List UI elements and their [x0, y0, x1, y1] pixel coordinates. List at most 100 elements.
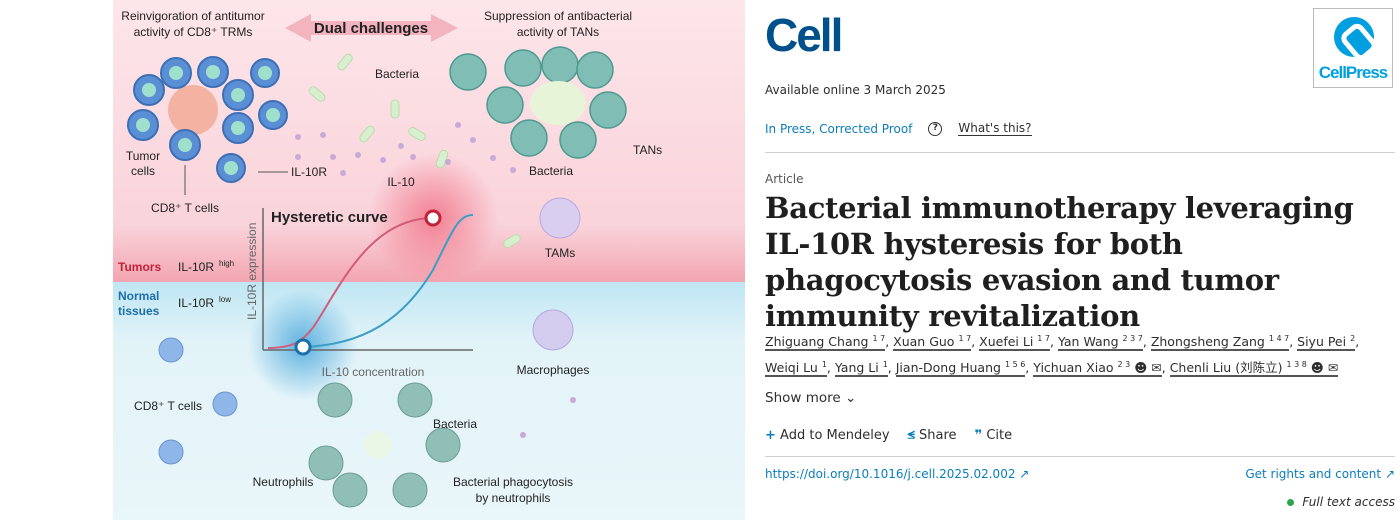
graphical-abstract: Reinvigoration of antitumor activity of …	[113, 0, 745, 520]
author-affiliations: 1 7	[872, 334, 886, 343]
mendeley-label: Add to Mendeley	[780, 428, 890, 443]
label-neutrophils: Neutrophils	[253, 475, 314, 489]
share-label: Share	[919, 428, 957, 443]
share-button[interactable]: ⪬ Share	[908, 428, 957, 443]
author-name: Xuefei Li	[979, 334, 1034, 350]
rights-text: Get rights and content	[1245, 467, 1382, 481]
top-right-title-2: activity of TANs	[517, 25, 599, 39]
author-name: Yichuan Xiao	[1033, 360, 1114, 376]
author-name: Yan Wang	[1057, 334, 1119, 350]
cite-label: Cite	[986, 428, 1013, 443]
divider	[765, 456, 1395, 457]
author-link[interactable]: Siyu Pei 2	[1297, 334, 1356, 352]
author-affiliations: 2	[1350, 334, 1356, 343]
doi-link[interactable]: https://doi.org/10.1016/j.cell.2025.02.0…	[765, 467, 1029, 481]
access-label: Full text access	[1302, 495, 1395, 509]
label-tumor-cells-2: cells	[131, 164, 155, 178]
author-link[interactable]: Weiqi Lu 1	[765, 360, 827, 378]
author-link[interactable]: Zhiguang Chang 1 7	[765, 334, 886, 352]
label-tissues: tissues	[118, 304, 160, 318]
label-macrophages: Macrophages	[517, 363, 590, 377]
author-affiliations: 1 3 8	[1286, 360, 1307, 370]
email-icon: ✉	[1327, 360, 1339, 376]
author-name: Weiqi Lu	[765, 360, 818, 376]
author-link[interactable]: Xuefei Li 1 7	[979, 334, 1051, 352]
author-affiliations: 2 3	[1117, 360, 1131, 370]
status-link[interactable]: In Press, Corrected Proof	[765, 121, 913, 136]
label-bacteria-bottom: Bacteria	[433, 417, 477, 431]
article-title: Bacterial immunotherapy leveraging IL-10…	[765, 191, 1354, 333]
label-bacteria-tans: Bacteria	[529, 164, 573, 178]
x-axis-label: IL-10 concentration	[322, 365, 425, 379]
author-affiliations: 1 4 7	[1268, 334, 1290, 343]
external-link-icon: ↗	[1019, 467, 1030, 481]
label-low-sup: low	[219, 295, 231, 304]
author-affiliations: 1 5 6	[1004, 360, 1026, 370]
label-bacteria-top: Bacteria	[375, 67, 419, 81]
question-circle-icon[interactable]: ?	[928, 121, 943, 136]
available-online: Available online 3 March 2025	[765, 83, 946, 97]
author-list: Zhiguang Chang 1 7, Xuan Guo 1 7, Xuefei…	[765, 334, 1360, 378]
author-link[interactable]: Zhongsheng Zang 1 4 7	[1150, 334, 1290, 352]
label-normal: Normal	[118, 289, 159, 303]
doi-text: https://doi.org/10.1016/j.cell.2025.02.0…	[765, 467, 1016, 481]
author-link[interactable]: Yichuan Xiao 2 3 ☻ ✉	[1033, 360, 1162, 378]
chevron-down-icon: ⌄	[844, 390, 857, 406]
top-right-title-1: Suppression of antibacterial	[484, 9, 632, 23]
author-name: Chenli Liu (刘陈立)	[1169, 360, 1283, 376]
cellpress-logo[interactable]: CellPress	[1313, 8, 1393, 88]
email-icon: ✉	[1151, 360, 1162, 376]
author-affiliations: 1 7	[958, 334, 972, 343]
person-icon: ☻	[1134, 360, 1148, 376]
label-cd8-bottom: CD8⁺ T cells	[134, 399, 202, 413]
whats-this-link[interactable]: What's this?	[958, 121, 1032, 136]
person-icon: ☻	[1310, 360, 1324, 376]
divider	[765, 152, 1395, 153]
label-tans: TANs	[633, 143, 662, 157]
label-phagocytosis-1: Bacterial phagocytosis	[453, 475, 573, 489]
label-tumors: Tumors	[118, 260, 161, 274]
label-il10r-low: IL-10R	[178, 296, 214, 310]
show-more-label: Show more	[765, 390, 841, 406]
author-name: Siyu Pei	[1297, 334, 1347, 350]
author-name: Xuan Guo	[893, 334, 955, 350]
hysteretic-curve-title: Hysteretic curve	[271, 209, 388, 226]
author-link[interactable]: Chenli Liu (刘陈立) 1 3 8 ☻ ✉	[1169, 360, 1339, 378]
show-more-button[interactable]: Show more ⌄	[765, 390, 856, 406]
plus-icon: +	[765, 428, 776, 443]
cellpress-mark-icon	[1334, 17, 1374, 57]
access-status: Full text access	[1287, 495, 1395, 509]
author-affiliations: 1	[821, 360, 827, 370]
author-link[interactable]: Yan Wang 2 3 7	[1057, 334, 1143, 352]
label-cd8-top: CD8⁺ T cells	[151, 201, 219, 215]
author-name: Jian-Dong Huang	[895, 360, 1001, 376]
article-type: Article	[765, 172, 804, 186]
author-name: Yang Li	[834, 360, 879, 376]
add-to-mendeley-button[interactable]: + Add to Mendeley	[765, 428, 890, 443]
author-link[interactable]: Xuan Guo 1 7	[893, 334, 972, 352]
share-icon: ⪬	[907, 428, 915, 443]
label-tams: TAMs	[545, 246, 575, 260]
label-high-sup: high	[219, 259, 234, 268]
dual-challenges: Dual challenges	[314, 20, 428, 37]
label-phagocytosis-2: by neutrophils	[476, 491, 551, 505]
author-link[interactable]: Jian-Dong Huang 1 5 6	[895, 360, 1026, 378]
top-left-title-2: activity of CD8⁺ TRMs	[134, 25, 253, 39]
quote-icon: ❞	[974, 428, 983, 443]
top-left-title-1: Reinvigoration of antitumor	[121, 9, 264, 23]
green-dot-icon	[1287, 498, 1295, 506]
label-il10r-high: IL-10R	[178, 260, 214, 274]
cell-journal-logo[interactable]: Cell	[765, 9, 843, 61]
author-link[interactable]: Yang Li 1	[834, 360, 888, 378]
author-name: Zhiguang Chang	[765, 334, 869, 350]
label-tumor-cells: Tumor	[126, 149, 160, 163]
cellpress-text: CellPress	[1318, 63, 1389, 82]
y-axis-label: IL-10R expression	[245, 223, 259, 320]
label-il10: IL-10	[387, 175, 415, 189]
author-affiliations: 2 3 7	[1122, 334, 1143, 343]
rights-link[interactable]: Get rights and content ↗	[1245, 467, 1395, 481]
author-affiliations: 1 7	[1037, 334, 1051, 343]
author-name: Zhongsheng Zang	[1150, 334, 1265, 350]
cite-button[interactable]: ❞ Cite	[975, 428, 1013, 443]
author-affiliations: 1	[882, 360, 888, 370]
